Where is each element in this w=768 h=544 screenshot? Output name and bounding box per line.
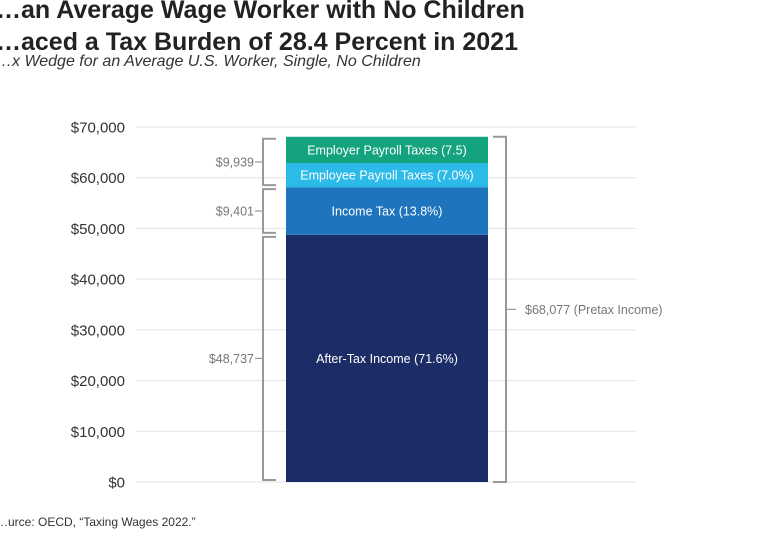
pretax-bracket: [493, 135, 507, 483]
y-tick-label: $30,000: [71, 322, 125, 339]
income-tax-bracket: [262, 188, 276, 234]
bar-segment-label: Employee Payroll Taxes (7.0%): [300, 169, 473, 183]
chart-title: …an Average Wage Worker with No Children…: [0, 0, 525, 58]
bar-segment: [286, 162, 488, 188]
chart-subtitle: …x Wedge for an Average U.S. Worker, Sin…: [0, 53, 421, 70]
bar-segment-label: After-Tax Income (71.6%): [316, 352, 458, 366]
bar-segment: [286, 187, 488, 235]
y-tick-label: $50,000: [71, 221, 125, 238]
chart-title-line-1: …an Average Wage Worker with No Children: [0, 0, 525, 24]
after-tax-label: $48,737: [209, 352, 254, 366]
bar-segment-label: Income Tax (13.8%): [332, 204, 443, 218]
y-tick-label: $70,000: [71, 120, 125, 137]
y-axis: $0 $10,000 $20,000 $30,000 $40,000 $50,000 $60…: [71, 120, 125, 492]
income-tax-label: $9,401: [216, 204, 254, 218]
after-tax-bracket: [262, 235, 276, 481]
y-tick-label: $0: [108, 475, 125, 492]
bar-segment: [286, 234, 488, 482]
y-tick-label: $60,000: [71, 170, 125, 187]
y-tick-label: $40,000: [71, 272, 125, 289]
source-note: …urce: OECD, “Taxing Wages 2022.”: [0, 515, 196, 529]
brackets: $48,737 $9,401 $9,939 $68,077 (Pretax Incom…: [209, 135, 663, 483]
chart-title-line-2: …aced a Tax Burden of 28.4 Percent in 20…: [0, 28, 518, 56]
y-tick-label: $10,000: [71, 424, 125, 441]
bar-segment-label: Employer Payroll Taxes (7.5): [307, 143, 467, 157]
y-tick-label: $20,000: [71, 373, 125, 390]
pretax-label: $68,077 (Pretax Income): [525, 303, 663, 317]
stacked-bar: After-Tax Income (71.6%) Income Tax (13.8…: [286, 136, 488, 482]
payroll-label: $9,939: [216, 155, 254, 169]
bar-segment: [286, 136, 488, 163]
